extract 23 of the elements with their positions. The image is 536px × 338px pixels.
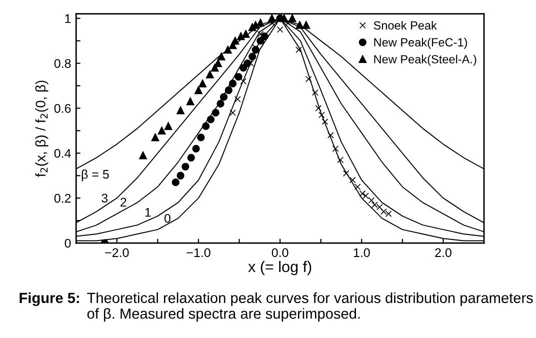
y-tick-label: 0 — [64, 238, 71, 248]
x-tick-label: −1.0 — [186, 248, 210, 258]
series-label: 0 — [164, 214, 170, 223]
y-tick-label: 0.8 — [54, 59, 71, 68]
series-label: 2 — [120, 198, 126, 207]
text: Theoretical relaxation peak curves for various distribution parameters of β. Measured spectra are superimposed. — [87, 292, 533, 322]
y-tick-label: 0.4 — [54, 148, 71, 158]
y-tick-label: 0.6 — [54, 104, 71, 113]
y-tick-label: 1 — [65, 14, 71, 23]
legend-label: Snoek Peak — [374, 20, 437, 30]
y-axis-title: f$_{2}$(x, β) / f$_{2}$(0, β) — [35, 80, 48, 177]
x-axis-title: x (= log f) — [248, 260, 312, 276]
x-tick-label: 0.0 — [272, 248, 288, 258]
y-tick-label: 0.2 — [54, 194, 71, 203]
x-tick-label: 2.0 — [435, 248, 452, 258]
series-label: β = 5 — [82, 170, 109, 182]
x-tick-label: 1.0 — [354, 248, 370, 258]
legend-label: New Peak(FeC-1) — [374, 38, 467, 49]
series-label: 1 — [145, 208, 151, 217]
legend-label: New Peak(Steel-A.) — [374, 54, 476, 66]
x-tick-label: −2.0 — [105, 248, 129, 258]
series-label: 3 — [102, 194, 108, 203]
caption: Figure 5: — [20, 292, 79, 306]
